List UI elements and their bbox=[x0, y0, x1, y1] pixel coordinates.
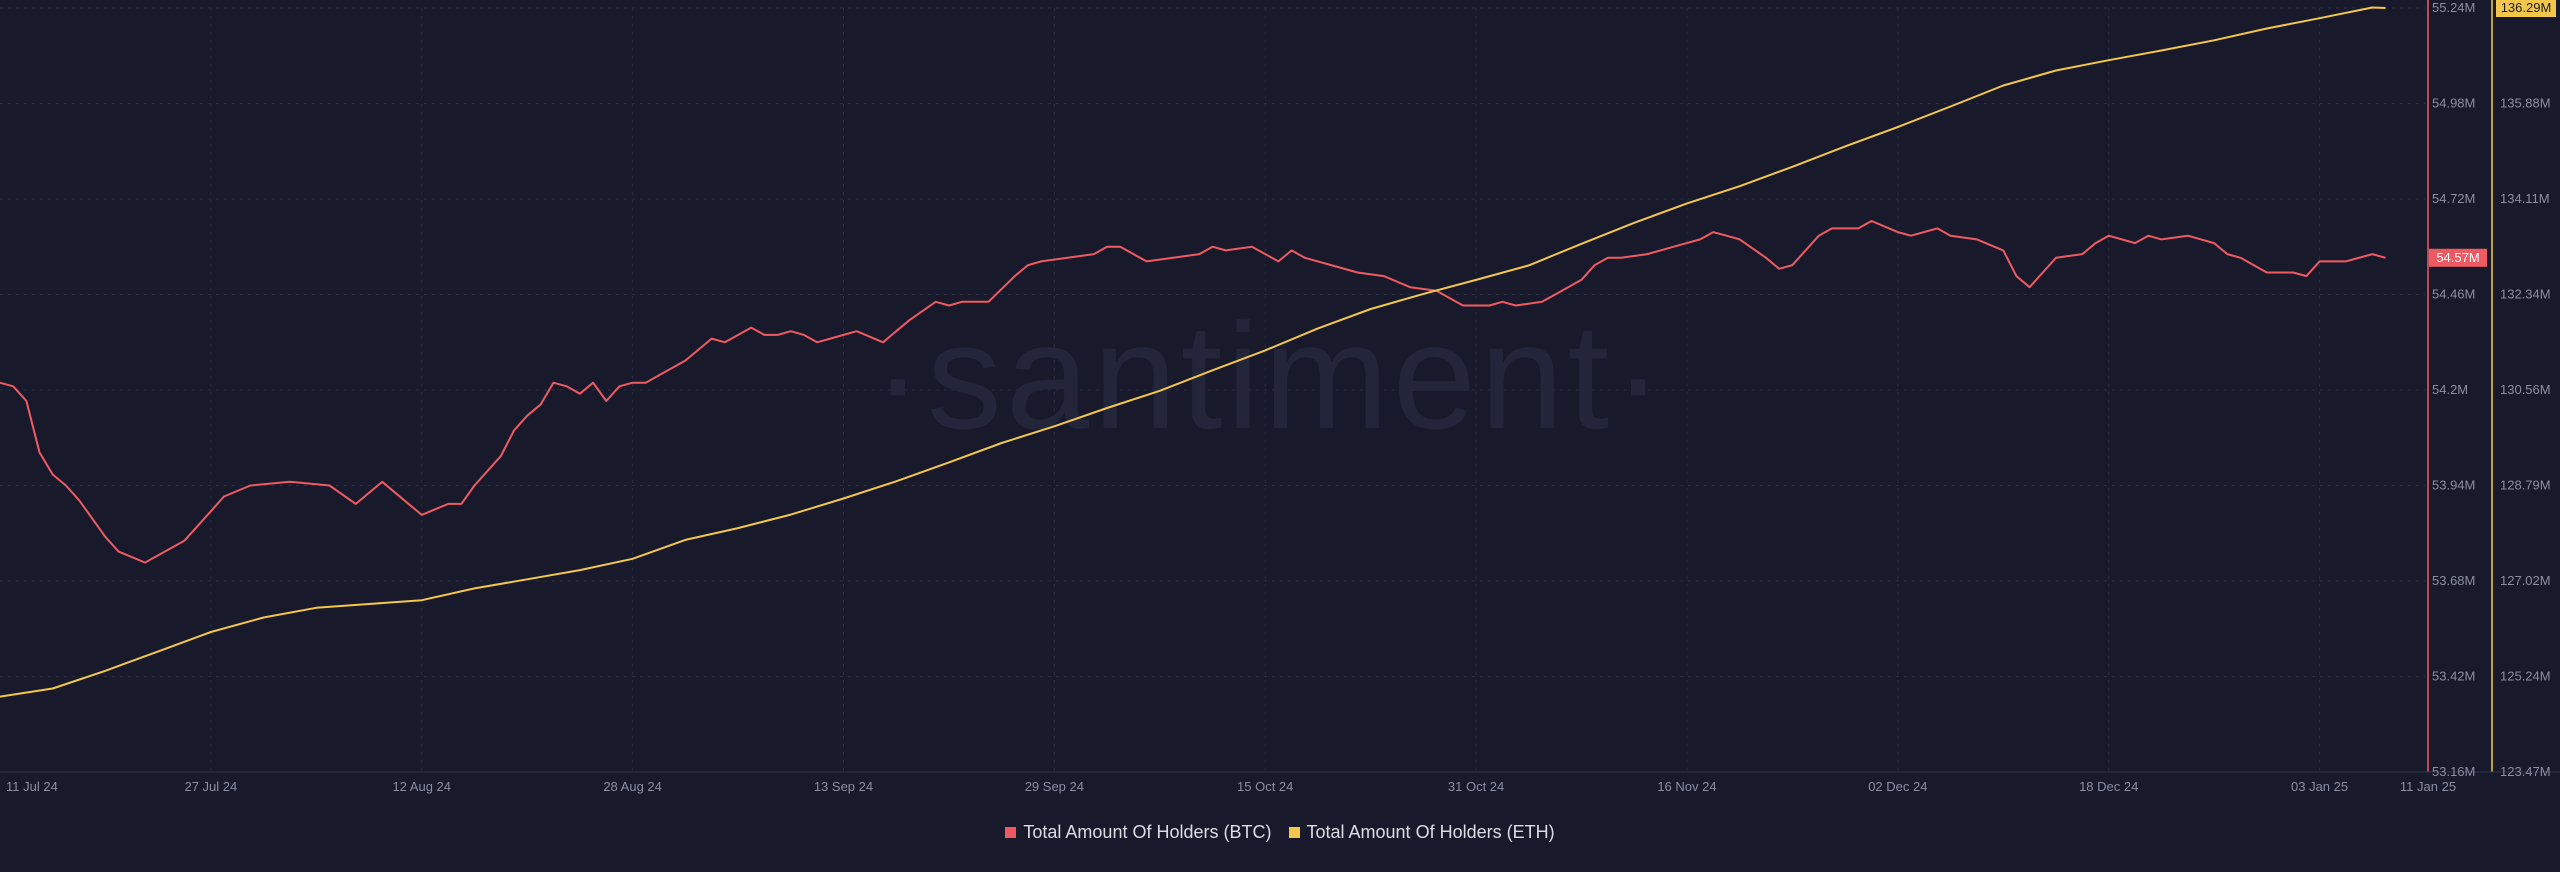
x-tick-label: 03 Jan 25 bbox=[2291, 779, 2348, 794]
x-tick-label: 28 Aug 24 bbox=[603, 779, 662, 794]
legend-swatch-btc bbox=[1005, 827, 1017, 838]
x-tick-label: 11 Jan 25 bbox=[2400, 779, 2456, 794]
series-layer bbox=[0, 6, 2386, 698]
x-tick-label: 12 Aug 24 bbox=[392, 779, 451, 794]
y-axis-left-ticks: 55.24M 54.98M 54.72M 54.46M 54.2M 53.94M 53.68… bbox=[2432, 0, 2475, 779]
x-tick-label: 16 Nov 24 bbox=[1657, 779, 1716, 794]
x-tick-label: 27 Jul 24 bbox=[184, 779, 237, 794]
y-right-tick-label: 127.02M bbox=[2500, 573, 2551, 588]
y-right-tick-label: 125.24M bbox=[2500, 669, 2551, 684]
axes bbox=[0, 0, 2560, 773]
series-line-eth bbox=[0, 6, 2386, 698]
y-right-tick-label: 123.47M bbox=[2500, 764, 2551, 779]
y-left-tick-label: 53.94M bbox=[2432, 478, 2475, 493]
y-left-tick-label: 53.68M bbox=[2432, 573, 2475, 588]
series-line-btc bbox=[0, 220, 2386, 564]
last-value-badge-eth: 136.29M bbox=[2501, 0, 2552, 15]
y-left-tick-label: 53.42M bbox=[2432, 669, 2475, 684]
y-right-tick-label: 130.56M bbox=[2500, 382, 2551, 397]
last-value-badge-eth-bg bbox=[2496, 0, 2556, 17]
x-tick-label: 31 Oct 24 bbox=[1448, 779, 1504, 794]
legend-label-btc: Total Amount Of Holders (BTC) bbox=[1023, 822, 1272, 842]
x-tick-label: 11 Jul 24 bbox=[6, 779, 58, 794]
y-left-tick-label: 53.16M bbox=[2432, 764, 2475, 779]
legend-label-eth: Total Amount Of Holders (ETH) bbox=[1306, 822, 1555, 842]
x-axis-ticks: 11 Jul 24 27 Jul 24 12 Aug 24 28 Aug 24 13 S… bbox=[6, 779, 2456, 794]
legend: Total Amount Of Holders (BTC) Total Amou… bbox=[0, 822, 2560, 843]
last-value-badge-btc: 54.57M bbox=[2436, 250, 2479, 265]
y-right-tick-label: 135.88M bbox=[2500, 96, 2551, 111]
y-left-tick-label: 55.24M bbox=[2432, 0, 2475, 15]
x-tick-label: 15 Oct 24 bbox=[1237, 779, 1293, 794]
x-tick-label: 29 Sep 24 bbox=[1025, 779, 1084, 794]
y-right-tick-label: 132.34M bbox=[2500, 287, 2551, 302]
x-tick-label: 13 Sep 24 bbox=[814, 779, 873, 794]
y-left-tick-label: 54.2M bbox=[2432, 382, 2468, 397]
y-right-tick-label: 128.79M bbox=[2500, 478, 2551, 493]
y-left-tick-label: 54.46M bbox=[2432, 287, 2475, 302]
legend-swatch-eth bbox=[1288, 827, 1300, 838]
x-tick-label: 18 Dec 24 bbox=[2079, 779, 2138, 794]
last-value-badges: 54.57M 136.29M bbox=[2429, 0, 2556, 267]
y-axis-right-ticks: 137.66M135.88M134.11M132.34M130.56M128.7… bbox=[2500, 0, 2551, 779]
y-left-tick-label: 54.72M bbox=[2432, 191, 2475, 206]
watermark: ·santiment· bbox=[873, 292, 1667, 460]
legend-item-eth[interactable]: Total Amount Of Holders (ETH) bbox=[1288, 822, 1555, 843]
last-value-badge-btc-bg bbox=[2429, 248, 2487, 267]
legend-item-btc[interactable]: Total Amount Of Holders (BTC) bbox=[1005, 822, 1271, 843]
y-right-tick-label: 134.11M bbox=[2500, 191, 2550, 206]
y-left-tick-label: 54.98M bbox=[2432, 96, 2475, 111]
x-tick-label: 02 Dec 24 bbox=[1868, 779, 1927, 794]
